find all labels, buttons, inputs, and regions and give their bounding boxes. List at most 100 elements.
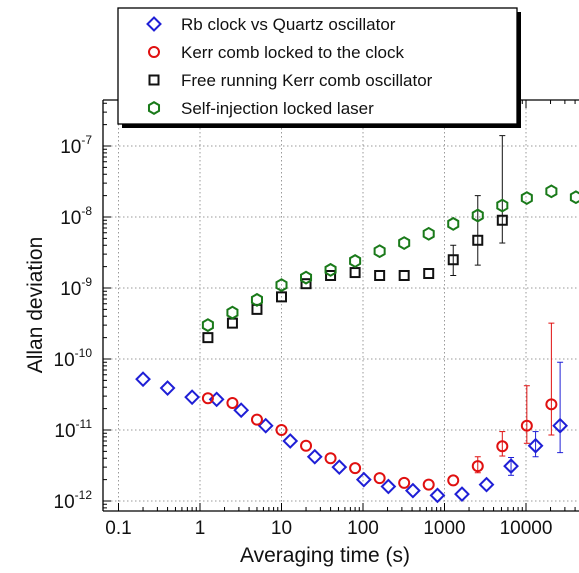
y-tick-base: 10 bbox=[60, 137, 81, 158]
data-point bbox=[276, 291, 287, 303]
data-point bbox=[569, 190, 579, 205]
y-tick-exponent: -12 bbox=[75, 488, 93, 502]
data-point bbox=[373, 244, 386, 259]
data-point bbox=[471, 460, 484, 473]
legend-box bbox=[117, 7, 518, 125]
y-tick-label: 10-10 bbox=[54, 346, 93, 371]
series-circle bbox=[201, 322, 558, 491]
data-point bbox=[202, 332, 214, 344]
grid-lines bbox=[103, 100, 579, 511]
y-tick-label: 10-8 bbox=[60, 204, 92, 229]
data-point bbox=[184, 389, 201, 406]
data-point bbox=[201, 392, 214, 405]
data-point bbox=[423, 268, 435, 280]
x-tick-label: 10 bbox=[271, 518, 292, 539]
data-point bbox=[306, 448, 323, 465]
data-point bbox=[331, 459, 348, 476]
data-point bbox=[373, 472, 386, 485]
data-point bbox=[471, 208, 484, 223]
data-point bbox=[545, 184, 558, 199]
data-point bbox=[349, 254, 362, 268]
y-tick-base: 10 bbox=[54, 492, 75, 513]
y-tick-base: 10 bbox=[54, 350, 75, 371]
data-point bbox=[447, 474, 460, 487]
legend: Rb clock vs Quartz oscillator Kerr comb l… bbox=[117, 7, 521, 128]
data-point bbox=[447, 254, 459, 266]
data-point bbox=[552, 417, 569, 434]
y-tick-exponent: -11 bbox=[76, 417, 93, 431]
data-point bbox=[226, 397, 239, 410]
data-point bbox=[275, 278, 288, 293]
data-point bbox=[503, 458, 519, 475]
data-point bbox=[300, 439, 313, 452]
data-point bbox=[398, 476, 411, 489]
data-point bbox=[404, 482, 421, 499]
y-tick-label: 10-12 bbox=[54, 488, 93, 513]
plot-frame bbox=[102, 99, 579, 512]
axis-ticks bbox=[103, 100, 576, 511]
legend-label: Self-injection locked laser bbox=[181, 99, 374, 118]
x-tick-label: 1 bbox=[195, 518, 206, 539]
data-point bbox=[454, 486, 470, 503]
y-tick-label: 10-11 bbox=[54, 417, 92, 442]
data-point bbox=[496, 198, 509, 213]
y-tick-exponent: -7 bbox=[81, 133, 92, 147]
data-point bbox=[472, 234, 484, 246]
y-tick-label: 10-9 bbox=[60, 275, 92, 300]
series-hexagon bbox=[201, 184, 579, 333]
data-point bbox=[447, 216, 460, 231]
data-point bbox=[250, 413, 263, 426]
data-point bbox=[545, 398, 558, 411]
y-tick-base: 10 bbox=[60, 208, 81, 229]
data-point bbox=[324, 262, 337, 277]
data-point bbox=[520, 191, 533, 205]
data-point bbox=[398, 236, 411, 250]
data-point bbox=[380, 478, 397, 495]
legend-marker bbox=[146, 16, 162, 32]
y-tick-label: 10-7 bbox=[60, 133, 92, 158]
y-tick-base: 10 bbox=[60, 279, 81, 300]
data-point bbox=[275, 424, 288, 436]
series-square bbox=[202, 135, 508, 344]
y-tick-base: 10 bbox=[54, 421, 75, 442]
data-point bbox=[496, 440, 509, 453]
data-point bbox=[324, 452, 337, 465]
y-tick-exponent: -10 bbox=[75, 346, 93, 360]
data-point bbox=[325, 269, 337, 281]
data-point bbox=[250, 292, 263, 307]
series-diamond bbox=[135, 361, 569, 504]
data-point bbox=[349, 267, 361, 279]
data-point bbox=[282, 433, 299, 449]
x-tick-label: 1000 bbox=[423, 518, 465, 539]
tick-labels: 0.1 1 10 100 1000 1000010-1210-1110-1010-910-… bbox=[54, 133, 553, 539]
legend-label: Free running Kerr comb oscillator bbox=[181, 71, 433, 90]
data-marks bbox=[135, 135, 579, 504]
data-point bbox=[201, 318, 214, 333]
x-tick-label: 100 bbox=[347, 518, 379, 539]
legend-marker bbox=[148, 46, 160, 58]
data-point bbox=[496, 214, 508, 226]
data-point bbox=[478, 476, 495, 493]
data-point bbox=[398, 269, 410, 281]
y-tick-exponent: -9 bbox=[81, 275, 92, 289]
legend-marker bbox=[147, 101, 161, 115]
data-point bbox=[429, 487, 446, 504]
data-point bbox=[300, 278, 312, 290]
legend-label: Kerr comb locked to the clock bbox=[181, 43, 404, 62]
data-point bbox=[422, 226, 435, 241]
legend-label: Rb clock vs Quartz oscillator bbox=[181, 15, 396, 34]
data-point bbox=[520, 419, 533, 432]
data-point bbox=[226, 317, 238, 329]
data-point bbox=[300, 270, 313, 285]
data-point bbox=[374, 269, 386, 281]
y-axis-title: Allan deviation bbox=[24, 237, 47, 374]
data-point bbox=[349, 462, 362, 475]
data-point bbox=[233, 402, 250, 419]
y-tick-exponent: -8 bbox=[81, 204, 92, 218]
x-axis-title: Averaging time (s) bbox=[240, 544, 410, 567]
x-tick-label: 0.1 bbox=[105, 518, 131, 539]
data-point bbox=[226, 305, 239, 320]
x-tick-label: 10000 bbox=[500, 518, 553, 539]
data-point bbox=[422, 478, 435, 491]
